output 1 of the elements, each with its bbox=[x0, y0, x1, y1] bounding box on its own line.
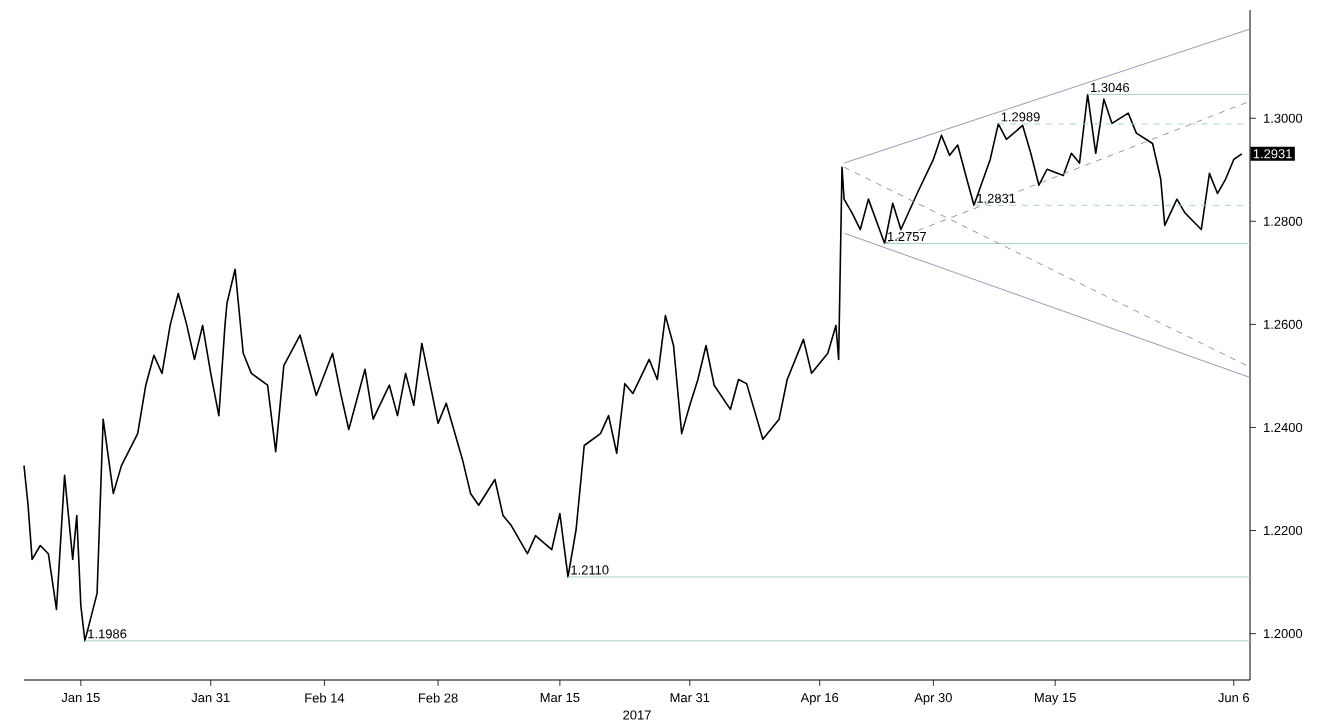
line-series bbox=[23, 93, 1243, 642]
